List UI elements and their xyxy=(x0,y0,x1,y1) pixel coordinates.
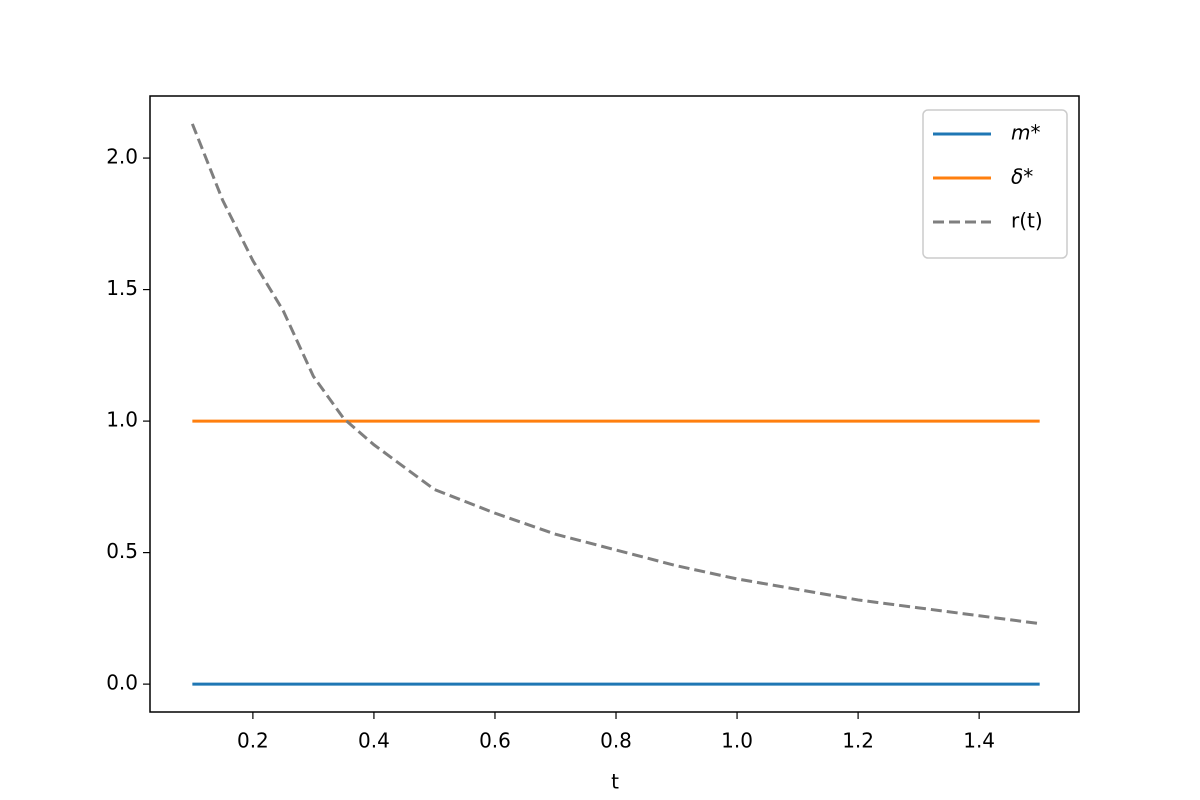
x-tick-label: 1.2 xyxy=(842,729,874,753)
y-tick-label: 0.5 xyxy=(106,539,138,563)
x-tick-label: 0.8 xyxy=(600,729,632,753)
series-line xyxy=(190,123,1040,626)
x-tick-label: 1.4 xyxy=(963,729,995,753)
y-tick-label: 0.0 xyxy=(106,671,138,695)
plot-frame xyxy=(149,95,1080,713)
y-tick-label: 2.0 xyxy=(106,145,138,169)
x-tick-label: 0.2 xyxy=(237,729,269,753)
legend-box xyxy=(922,109,1068,259)
x-axis-label: t xyxy=(611,770,619,794)
legend-label: r(t) xyxy=(1011,209,1043,233)
x-tick-label: 0.6 xyxy=(479,729,511,753)
x-tick-label: 0.4 xyxy=(358,729,390,753)
y-tick-label: 1.5 xyxy=(106,276,138,300)
x-tick-label: 1.0 xyxy=(721,729,753,753)
legend-label: m* xyxy=(1011,121,1040,145)
legend-label: δ* xyxy=(1011,165,1033,189)
y-tick-label: 1.0 xyxy=(106,408,138,432)
